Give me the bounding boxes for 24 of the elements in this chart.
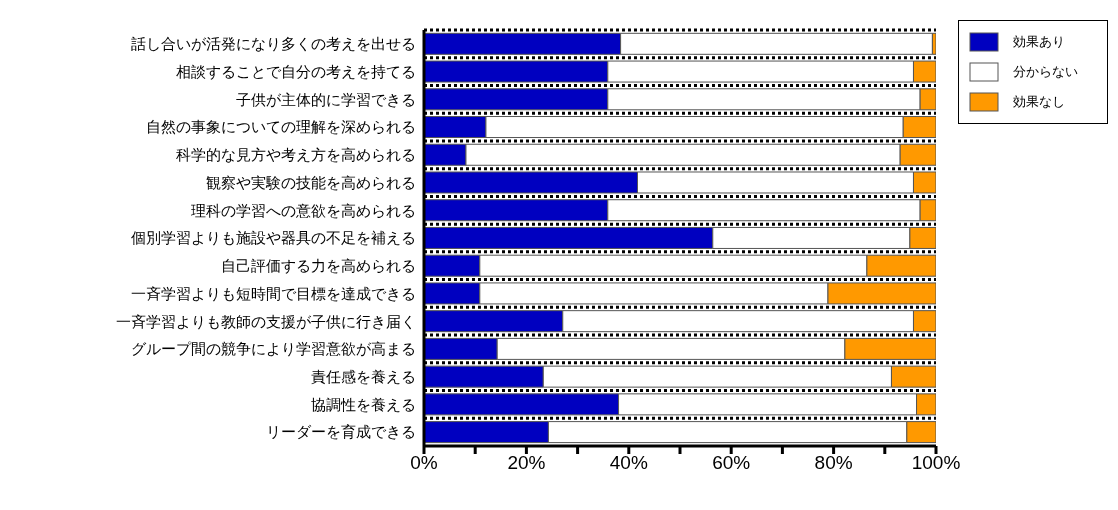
legend-label: 効果あり — [1013, 33, 1065, 51]
y-tick-label: 観察や実験の技能を高められる — [206, 173, 416, 192]
y-tick-label: 一斉学習よりも短時間で目標を達成できる — [131, 284, 416, 303]
legend-label: 効果なし — [1013, 93, 1065, 111]
y-tick-label: 個別学習よりも施設や器具の不足を補える — [131, 229, 416, 248]
y-tick-label: リーダーを育成できる — [266, 423, 416, 442]
x-tick-label: 40% — [609, 452, 648, 474]
y-tick-label: 責任感を養える — [311, 367, 416, 386]
x-tick-label: 0% — [410, 452, 438, 474]
x-tick-label: 60% — [712, 452, 751, 474]
y-tick-label: 自己評価する力を高められる — [221, 257, 416, 276]
y-tick-label: 協調性を養える — [311, 395, 416, 414]
y-tick-label: 科学的な見方や考え方を高められる — [176, 146, 416, 165]
y-tick-label: グループ間の競争により学習意欲が高まる — [131, 340, 416, 359]
y-tick-label: 話し合いが活発になり多くの考えを出せる — [131, 35, 416, 54]
y-tick-label: 一斉学習よりも教師の支援が子供に行き届く — [116, 312, 416, 331]
legend-label: 分からない — [1013, 63, 1078, 81]
x-tick-label: 100% — [911, 452, 961, 474]
y-tick-label: 相談することで自分の考えを持てる — [176, 62, 416, 81]
x-tick-label: 20% — [507, 452, 546, 474]
y-tick-label: 自然の事象についての理解を深められる — [146, 118, 416, 137]
y-tick-label: 子供が主体的に学習できる — [236, 90, 416, 109]
x-tick-label: 80% — [814, 452, 853, 474]
y-tick-label: 理科の学習への意欲を高められる — [191, 201, 416, 220]
